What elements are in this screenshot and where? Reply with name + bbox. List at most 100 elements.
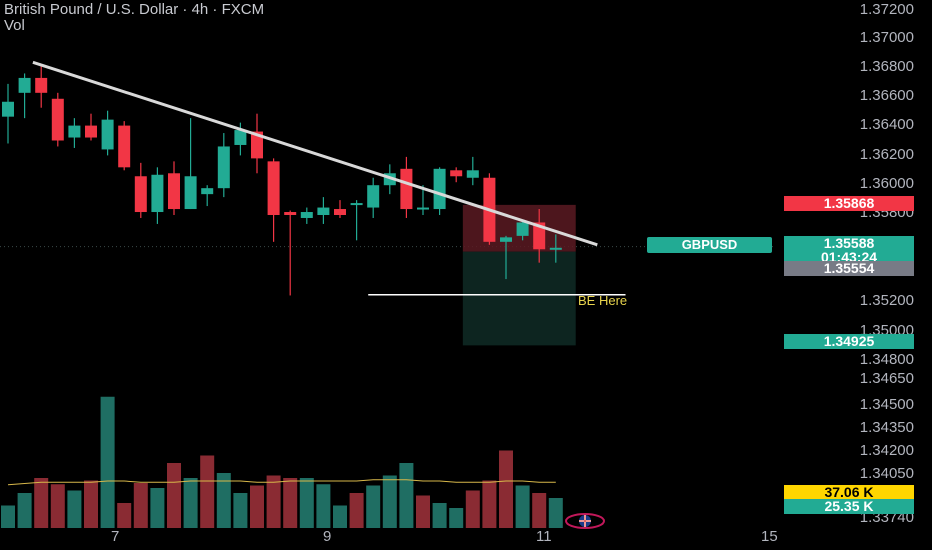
flag-marker-ring[interactable] bbox=[565, 513, 605, 529]
candle[interactable] bbox=[68, 125, 81, 138]
volume-bar[interactable] bbox=[1, 505, 15, 529]
volume-bar[interactable] bbox=[233, 493, 248, 528]
time-tick-label: 15 bbox=[761, 528, 778, 545]
volume-bar[interactable] bbox=[299, 478, 314, 528]
volume-bar[interactable] bbox=[283, 478, 298, 528]
price-tick-label: 1.34200 bbox=[859, 442, 914, 459]
candle[interactable] bbox=[317, 207, 330, 215]
volume-bar[interactable] bbox=[499, 450, 513, 529]
volume-bar[interactable] bbox=[316, 484, 331, 528]
volume-bar[interactable] bbox=[183, 478, 198, 528]
volume-bar[interactable] bbox=[100, 396, 115, 528]
volume-bar[interactable] bbox=[167, 463, 181, 528]
candle[interactable] bbox=[417, 207, 429, 210]
volume-bar[interactable] bbox=[515, 485, 530, 529]
candle[interactable] bbox=[101, 119, 114, 150]
candle[interactable] bbox=[134, 176, 147, 213]
volume-bar[interactable] bbox=[266, 475, 281, 529]
candle[interactable] bbox=[201, 188, 214, 195]
volume-bar[interactable] bbox=[250, 485, 264, 529]
volume-bar[interactable] bbox=[17, 493, 32, 528]
price-tick-label: 1.36200 bbox=[859, 146, 914, 163]
candle[interactable] bbox=[234, 130, 247, 145]
candle[interactable] bbox=[217, 146, 230, 189]
price-tick-label: 1.34500 bbox=[859, 396, 914, 413]
price-tick-label: 1.35200 bbox=[859, 292, 914, 309]
price-tick-label: 1.34800 bbox=[859, 351, 914, 368]
candle[interactable] bbox=[300, 212, 313, 218]
target-price-badge: 1.34925 bbox=[784, 334, 914, 349]
volume-bar[interactable] bbox=[382, 475, 397, 529]
candle[interactable] bbox=[500, 237, 512, 242]
price-tick-label: 1.36400 bbox=[859, 116, 914, 133]
volume-bar[interactable] bbox=[432, 503, 447, 528]
last-price-badge: 1.35588 bbox=[784, 236, 914, 251]
candle[interactable] bbox=[400, 168, 413, 210]
volume-indicator-label[interactable]: Vol bbox=[4, 17, 25, 34]
entry-price-badge: 1.35554 bbox=[784, 261, 914, 276]
price-tick-label: 1.37000 bbox=[859, 29, 914, 46]
volume-bar[interactable] bbox=[548, 498, 563, 528]
volume-bar[interactable] bbox=[133, 483, 148, 528]
price-tick-label: 1.36800 bbox=[859, 58, 914, 75]
price-tick-label: 1.36000 bbox=[859, 175, 914, 192]
time-tick-label: 9 bbox=[323, 528, 332, 545]
price-tick-label: 1.34350 bbox=[859, 419, 914, 436]
candle[interactable] bbox=[18, 77, 31, 93]
volume-bar[interactable] bbox=[216, 473, 231, 528]
volume-bar[interactable] bbox=[84, 480, 98, 529]
volume-bar[interactable] bbox=[449, 508, 464, 528]
volume-ma-line[interactable] bbox=[7, 479, 556, 486]
candle[interactable] bbox=[51, 98, 64, 141]
price-tick-label: 1.36600 bbox=[859, 87, 914, 104]
candle[interactable] bbox=[433, 168, 446, 210]
stop-price-badge: 1.35868 bbox=[784, 196, 914, 211]
candle[interactable] bbox=[466, 170, 479, 178]
candle[interactable] bbox=[284, 212, 297, 215]
time-tick-label: 7 bbox=[111, 528, 120, 545]
trendline[interactable] bbox=[32, 60, 598, 247]
candle[interactable] bbox=[35, 77, 48, 93]
candle[interactable] bbox=[367, 185, 380, 208]
candle[interactable] bbox=[334, 209, 346, 215]
take-profit-zone[interactable] bbox=[462, 251, 576, 346]
candle[interactable] bbox=[350, 203, 363, 206]
price-tick-label: 1.34650 bbox=[859, 370, 914, 387]
candle[interactable] bbox=[516, 222, 529, 236]
candle[interactable] bbox=[118, 125, 131, 168]
volume-bar[interactable] bbox=[416, 495, 430, 529]
time-tick-label: 11 bbox=[536, 528, 552, 545]
volume-badge: 25.35 K bbox=[784, 499, 914, 514]
volume-bar[interactable] bbox=[465, 490, 480, 529]
volume-ma-badge: 37.06 K bbox=[784, 485, 914, 500]
volume-bar[interactable] bbox=[366, 485, 381, 529]
candle[interactable] bbox=[85, 125, 97, 138]
candle[interactable] bbox=[450, 170, 463, 177]
candle[interactable] bbox=[251, 131, 263, 159]
volume-bar[interactable] bbox=[482, 480, 497, 529]
price-tick-label: 1.37200 bbox=[859, 1, 914, 18]
price-tick-label: 1.34050 bbox=[859, 465, 914, 482]
chart-title: British Pound / U.S. Dollar · 4h · FXCM bbox=[4, 1, 265, 18]
candle[interactable] bbox=[184, 176, 197, 210]
candle[interactable] bbox=[168, 173, 180, 210]
volume-bar[interactable] bbox=[333, 505, 347, 529]
candle[interactable] bbox=[2, 101, 14, 117]
volume-bar[interactable] bbox=[532, 493, 547, 528]
symbol-badge: GBPUSD bbox=[647, 237, 772, 253]
candle[interactable] bbox=[151, 174, 164, 213]
candle[interactable] bbox=[533, 222, 546, 250]
candle[interactable] bbox=[549, 247, 562, 250]
volume-bar[interactable] bbox=[34, 478, 49, 528]
volume-bar[interactable] bbox=[349, 493, 364, 528]
volume-bar[interactable] bbox=[67, 490, 82, 529]
volume-bar[interactable] bbox=[50, 484, 65, 528]
be-here-annotation[interactable]: BE Here bbox=[578, 293, 628, 308]
candle[interactable] bbox=[267, 161, 280, 215]
volume-bar[interactable] bbox=[150, 488, 165, 528]
volume-bar[interactable] bbox=[200, 455, 215, 529]
volume-bar[interactable] bbox=[399, 463, 414, 528]
volume-bar[interactable] bbox=[117, 503, 132, 528]
